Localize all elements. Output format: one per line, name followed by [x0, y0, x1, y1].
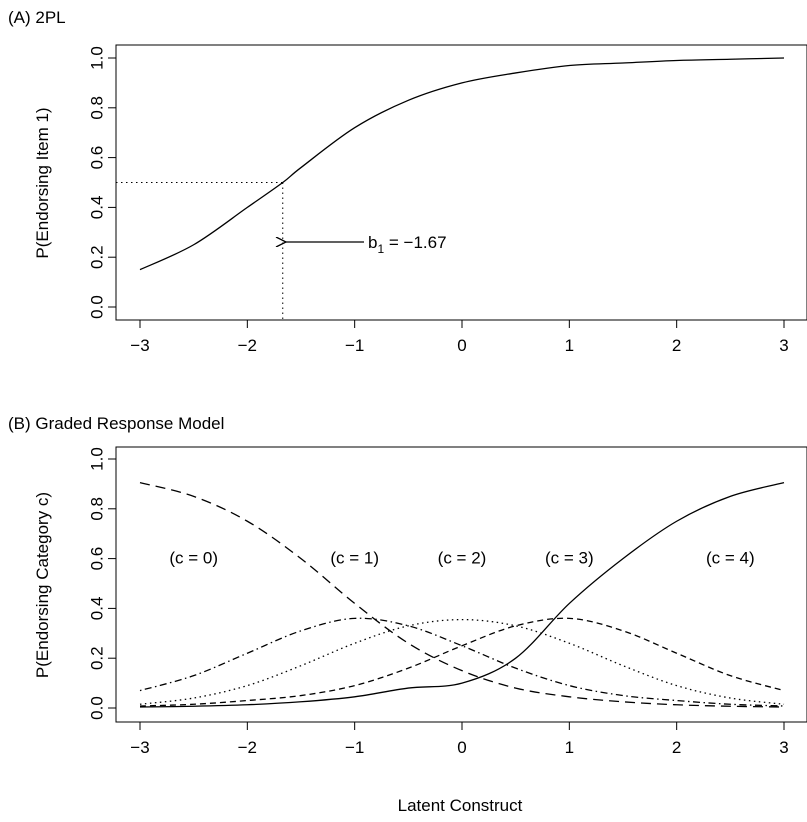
- y-tick-label: 0.6: [88, 146, 107, 170]
- panel-b-y-axis: 0.0 0.2 0.4 0.6 0.8 1.0: [88, 447, 117, 720]
- panel-a-x-axis: −3 −2 −1 0 1 2 3: [130, 319, 789, 355]
- panel-a-reference-lines: [116, 182, 284, 320]
- panel-b-label: (B) Graded Response Model: [8, 414, 224, 433]
- x-tick-label: 1: [565, 738, 574, 757]
- category-label-2: (c = 2): [438, 549, 487, 568]
- panel-b-plot-frame: [115, 446, 807, 723]
- panel-b-category-labels: (c = 0) (c = 1) (c = 2) (c = 3) (c = 4): [169, 549, 754, 568]
- series-line-4: [139, 482, 785, 708]
- panel-a-annotation: b1 = −1.67: [286, 233, 447, 256]
- x-tick-label: −1: [345, 738, 364, 757]
- x-tick-label: 1: [565, 336, 574, 355]
- panel-a-plot-frame: [115, 44, 807, 321]
- annotation-subscript: 1: [377, 242, 384, 256]
- y-tick-label: 0.2: [88, 245, 107, 269]
- series-line-0: [139, 482, 785, 708]
- panel-a-label: (A) 2PL: [8, 8, 66, 27]
- annotation-value: = −1.67: [384, 233, 446, 252]
- y-tick-label: 1.0: [88, 46, 107, 70]
- x-tick-label: −1: [345, 336, 364, 355]
- series-line-0: [139, 57, 785, 271]
- y-tick-label: 1.0: [88, 447, 107, 471]
- panel-b-curves: [139, 482, 785, 708]
- x-tick-label: −3: [130, 336, 149, 355]
- series-line-2: [139, 618, 785, 705]
- y-tick-label: 0.4: [88, 196, 107, 220]
- y-tick-label: 0.0: [88, 295, 107, 319]
- category-label-0: (c = 0): [169, 549, 218, 568]
- panel-a-y-axis-title: P(Endorsing Item 1): [33, 107, 52, 258]
- panel-a-y-axis: 0.0 0.2 0.4 0.6 0.8 1.0: [88, 46, 117, 319]
- x-tick-label: −2: [238, 738, 257, 757]
- category-label-1: (c = 1): [330, 549, 379, 568]
- y-tick-label: 0.8: [88, 96, 107, 120]
- panel-a-2pl: (A) 2PL P(Endorsing Item 1) −3 −2 −1 0 1 2 3 0…: [8, 8, 807, 355]
- x-tick-label: 3: [779, 336, 788, 355]
- y-tick-label: 0.4: [88, 597, 107, 621]
- x-tick-label: 0: [457, 738, 466, 757]
- y-tick-label: 0.8: [88, 497, 107, 521]
- category-label-3: (c = 3): [545, 549, 594, 568]
- x-tick-label: −3: [130, 738, 149, 757]
- x-tick-label: −2: [238, 336, 257, 355]
- y-tick-label: 0.0: [88, 696, 107, 720]
- x-tick-label: 2: [672, 336, 681, 355]
- panel-b-graded-response: (B) Graded Response Model P(Endorsing Ca…: [8, 414, 807, 815]
- series-line-1: [139, 617, 785, 707]
- annotation-b: b: [368, 233, 377, 252]
- panel-b-x-axis-title: Latent Construct: [398, 796, 523, 815]
- panel-b-x-axis: −3 −2 −1 0 1 2 3: [130, 721, 789, 757]
- y-tick-label: 0.2: [88, 646, 107, 670]
- x-tick-label: 3: [779, 738, 788, 757]
- x-tick-label: 0: [457, 336, 466, 355]
- annotation-text: b1 = −1.67: [368, 233, 447, 256]
- category-label-4: (c = 4): [706, 549, 755, 568]
- x-tick-label: 2: [672, 738, 681, 757]
- panel-a-curves: [139, 57, 785, 271]
- series-line-3: [139, 617, 785, 707]
- panel-b-y-axis-title: P(Endorsing Category c): [33, 492, 52, 678]
- y-tick-label: 0.6: [88, 547, 107, 571]
